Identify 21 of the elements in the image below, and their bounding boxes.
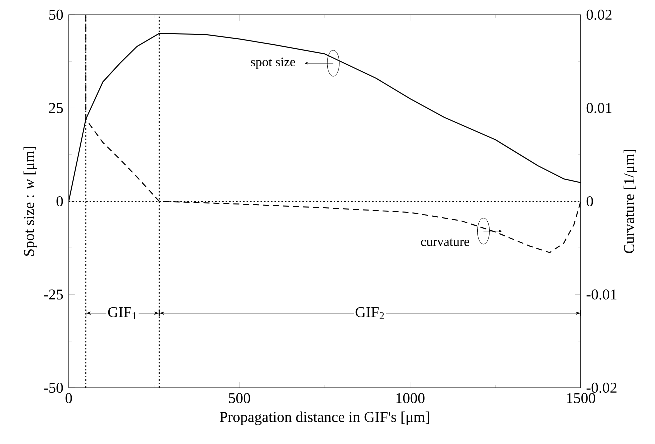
y-axis-title: Spot size : w [μm]	[24, 147, 38, 256]
annotation: GIF$_{1}$	[108, 307, 137, 320]
y-tick-label: -50	[44, 382, 64, 394]
y-tick-label: 25	[49, 103, 64, 114]
y-tick-label: 0	[56, 196, 64, 207]
x-tick-label: 500	[229, 393, 250, 404]
x-axis-title: Propagation distance in GIF's [μm]	[220, 412, 430, 426]
y2-tick-label: 0.01	[586, 103, 612, 114]
x-tick-label: 1000	[396, 393, 425, 404]
y-tick-label: 50	[50, 10, 64, 20]
annotation: curvature	[421, 238, 470, 246]
x-tick-label: 1500	[567, 393, 596, 404]
y2-axis-title: Curvature [1/μm]	[624, 150, 638, 254]
y2-tick-label: 0	[586, 196, 594, 207]
y-tick-label: -25	[44, 290, 64, 300]
y2-tick-label: -0.02	[586, 382, 617, 394]
annotation: GIF$_{2}$	[356, 307, 384, 320]
y2-tick-label: -0.01	[586, 290, 617, 300]
annotation: spot size	[251, 58, 296, 70]
x-tick-label: 0	[66, 393, 72, 404]
y2-tick-label: 0.02	[586, 10, 612, 20]
